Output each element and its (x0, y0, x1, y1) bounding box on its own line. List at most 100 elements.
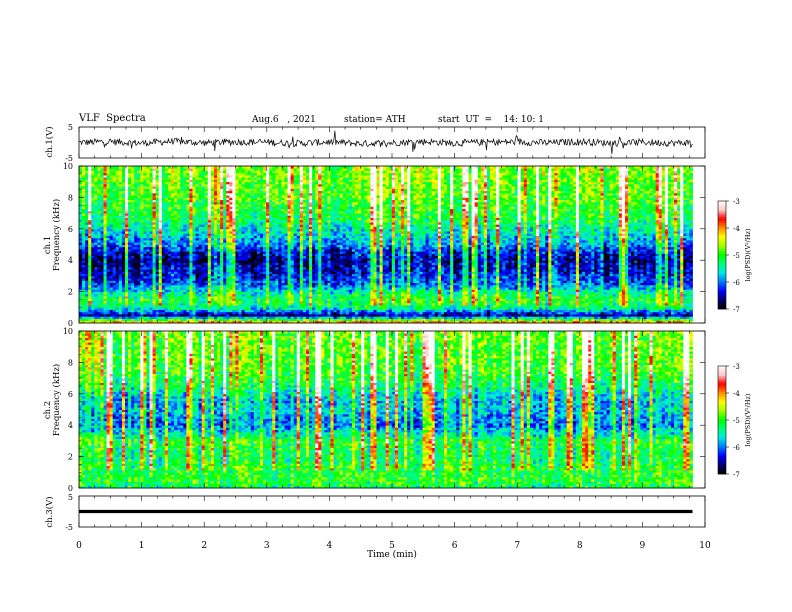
spectrogram-cell (213, 246, 218, 250)
spectrogram-cell (272, 217, 276, 221)
spectrogram-cell (269, 195, 273, 198)
spectrogram-cell (97, 311, 101, 315)
spectrogram-cell (232, 255, 236, 259)
spectrogram-cell (125, 213, 129, 216)
spectrogram-cell (103, 264, 108, 268)
spectrogram-cell (220, 296, 224, 299)
spectrogram-cell (253, 172, 258, 176)
spectrogram-cell (241, 246, 246, 250)
spectrogram-cell (198, 168, 203, 171)
spectrogram-cell (100, 222, 104, 225)
spectrogram-cell (247, 280, 252, 284)
spectrogram-cell (115, 311, 120, 315)
spectrogram-cell (149, 266, 154, 270)
spectrogram-cell (210, 172, 215, 176)
spectrogram-cell (97, 262, 101, 266)
spectrogram-cell (171, 307, 175, 310)
spectrogram-cell (266, 217, 270, 221)
spectrogram-cell (100, 287, 104, 290)
spectrogram-cell (103, 170, 108, 174)
spectrogram-cell (207, 172, 212, 176)
spectrogram-cell (217, 183, 221, 187)
spectrogram-cell (180, 280, 184, 284)
spectrogram-cell (241, 260, 246, 263)
spectrogram-cell (217, 309, 221, 313)
spectrogram-cell (112, 201, 117, 205)
spectrogram-cell (82, 305, 86, 308)
spectrogram-cell (91, 314, 95, 317)
spectrogram-cell (155, 273, 160, 277)
spectrogram-cell (275, 248, 279, 252)
spectrogram-cell (88, 226, 92, 230)
spectrogram-cell (115, 316, 120, 319)
spectrogram-cell (223, 262, 227, 266)
spectrogram-cell (171, 237, 175, 241)
spectrogram-cell (235, 195, 239, 198)
spectrogram-cell (134, 226, 138, 230)
spectrogram-cell (158, 177, 163, 180)
spectrogram-cell (167, 215, 172, 218)
spectrogram-cell (229, 172, 233, 176)
spectrogram-cell (167, 318, 172, 322)
spectrogram-cell (115, 183, 120, 187)
spectrogram-cell (204, 201, 209, 205)
spectrogram-cell (158, 248, 163, 252)
spectrogram-cell (210, 273, 215, 277)
spectrogram-cell (171, 260, 175, 263)
spectrogram-cell (82, 251, 86, 254)
spectrogram-cell (134, 271, 138, 275)
spectrogram-cell (229, 298, 233, 301)
spectrogram-cell (207, 210, 212, 214)
spectrogram-cell (253, 260, 258, 263)
spectrogram-cell (140, 179, 144, 183)
spectrogram-cell (198, 264, 203, 268)
spectrogram-cell (140, 177, 144, 180)
spectrogram-cell (143, 257, 147, 261)
spectrogram-cell (220, 305, 224, 308)
spectrogram-cell (167, 177, 172, 180)
spectrogram-cell (183, 240, 187, 243)
spectrogram-cell (152, 278, 157, 281)
spectrogram-cell (164, 278, 169, 281)
spectrogram-cell (152, 181, 157, 185)
spectrogram-cell (112, 237, 117, 241)
spectrogram-cell (235, 246, 239, 250)
spectrogram-cell (235, 210, 239, 214)
spectrogram-cell (256, 201, 261, 205)
spectrogram-cell (195, 183, 200, 187)
spectrogram-cell (226, 235, 230, 239)
spectrogram-cell (112, 314, 117, 317)
spectrogram-cell (210, 166, 215, 169)
spectrogram-cell (247, 201, 252, 205)
spectrogram-cell (134, 222, 138, 225)
spectrogram-cell (177, 298, 181, 301)
spectrogram-cell (226, 307, 230, 310)
spectrogram-cell (287, 248, 292, 252)
spectrogram-cell (192, 213, 196, 216)
spectrogram-cell (180, 188, 184, 192)
spectrogram-cell (195, 314, 200, 317)
spectrogram-cell (146, 197, 150, 201)
spectrogram-cell (103, 179, 108, 183)
spectrogram-cell (204, 217, 209, 221)
spectrogram-cell (118, 271, 123, 275)
spectrogram-cell (128, 181, 132, 185)
spectrogram-cell (100, 318, 104, 322)
spectrogram-cell (195, 172, 200, 176)
spectrogram-cell (259, 257, 264, 261)
spectrogram-cell (201, 266, 206, 270)
spectrogram-cell (125, 282, 129, 286)
spectrogram-cell (238, 257, 242, 261)
spectrogram-cell (189, 269, 193, 272)
spectrogram-cell (238, 307, 242, 310)
spectrogram-cell (207, 251, 212, 254)
spectrogram-cell (210, 215, 215, 218)
spectrogram-cell (164, 282, 169, 286)
spectrogram-cell (226, 240, 230, 243)
spectrogram-cell (235, 228, 239, 232)
spectrogram-cell (143, 208, 147, 212)
spectrogram-cell (158, 215, 163, 218)
spectrogram-cell (112, 316, 117, 319)
spectrogram-cell (100, 206, 104, 210)
spectrogram-cell (125, 271, 129, 275)
